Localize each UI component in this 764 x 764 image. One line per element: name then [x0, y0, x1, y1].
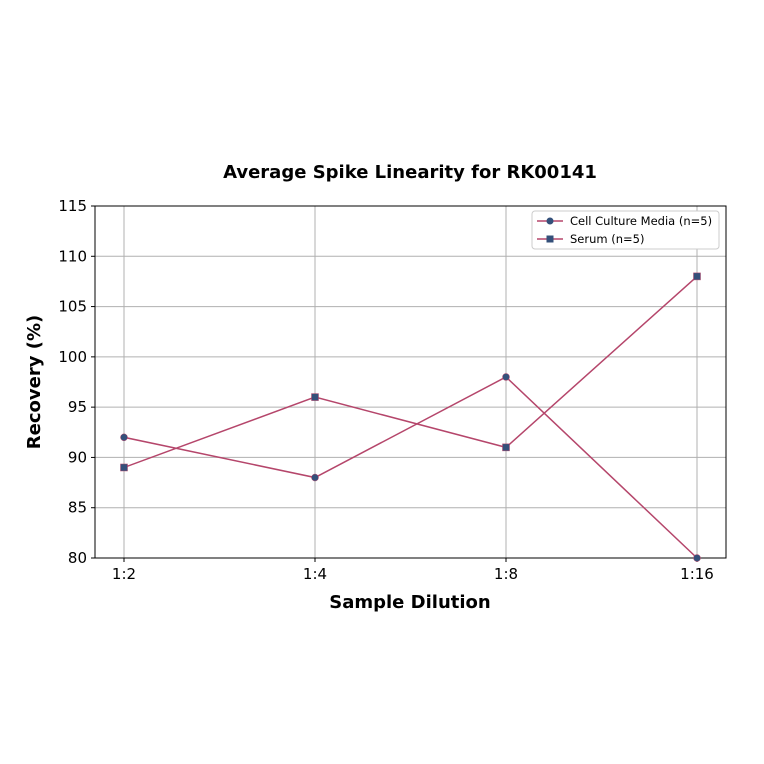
y-tick-label: 95 [68, 398, 87, 416]
data-series [120, 272, 701, 562]
legend-entry: Serum (n=5) [570, 232, 644, 246]
x-axis-ticks: 1:2 1:4 1:8 1:16 [112, 558, 714, 583]
x-tick-label: 1:4 [303, 565, 327, 583]
legend: Cell Culture Media (n=5) Serum (n=5) [531, 210, 720, 250]
y-tick-label: 80 [68, 549, 87, 567]
y-tick-label: 90 [68, 448, 87, 466]
chart-title: Average Spike Linearity for RK00141 [223, 162, 597, 183]
x-tick-label: 1:2 [112, 565, 136, 583]
plot-frame [94, 205, 727, 559]
y-axis-label: Recovery (%) [24, 315, 45, 449]
y-tick-label: 100 [58, 348, 87, 366]
x-axis-label: Sample Dilution [329, 592, 490, 613]
y-tick-label: 110 [58, 247, 87, 265]
legend-box [531, 210, 720, 250]
y-axis-ticks: 80 85 90 95 100 105 110 115 [58, 197, 95, 567]
x-tick-label: 1:8 [494, 565, 518, 583]
y-tick-label: 115 [58, 197, 87, 215]
grid-lines [95, 205, 726, 559]
legend-entry: Cell Culture Media (n=5) [570, 214, 712, 228]
y-tick-label: 105 [58, 298, 87, 316]
x-tick-label: 1:16 [680, 565, 714, 583]
y-tick-label: 85 [68, 499, 87, 517]
